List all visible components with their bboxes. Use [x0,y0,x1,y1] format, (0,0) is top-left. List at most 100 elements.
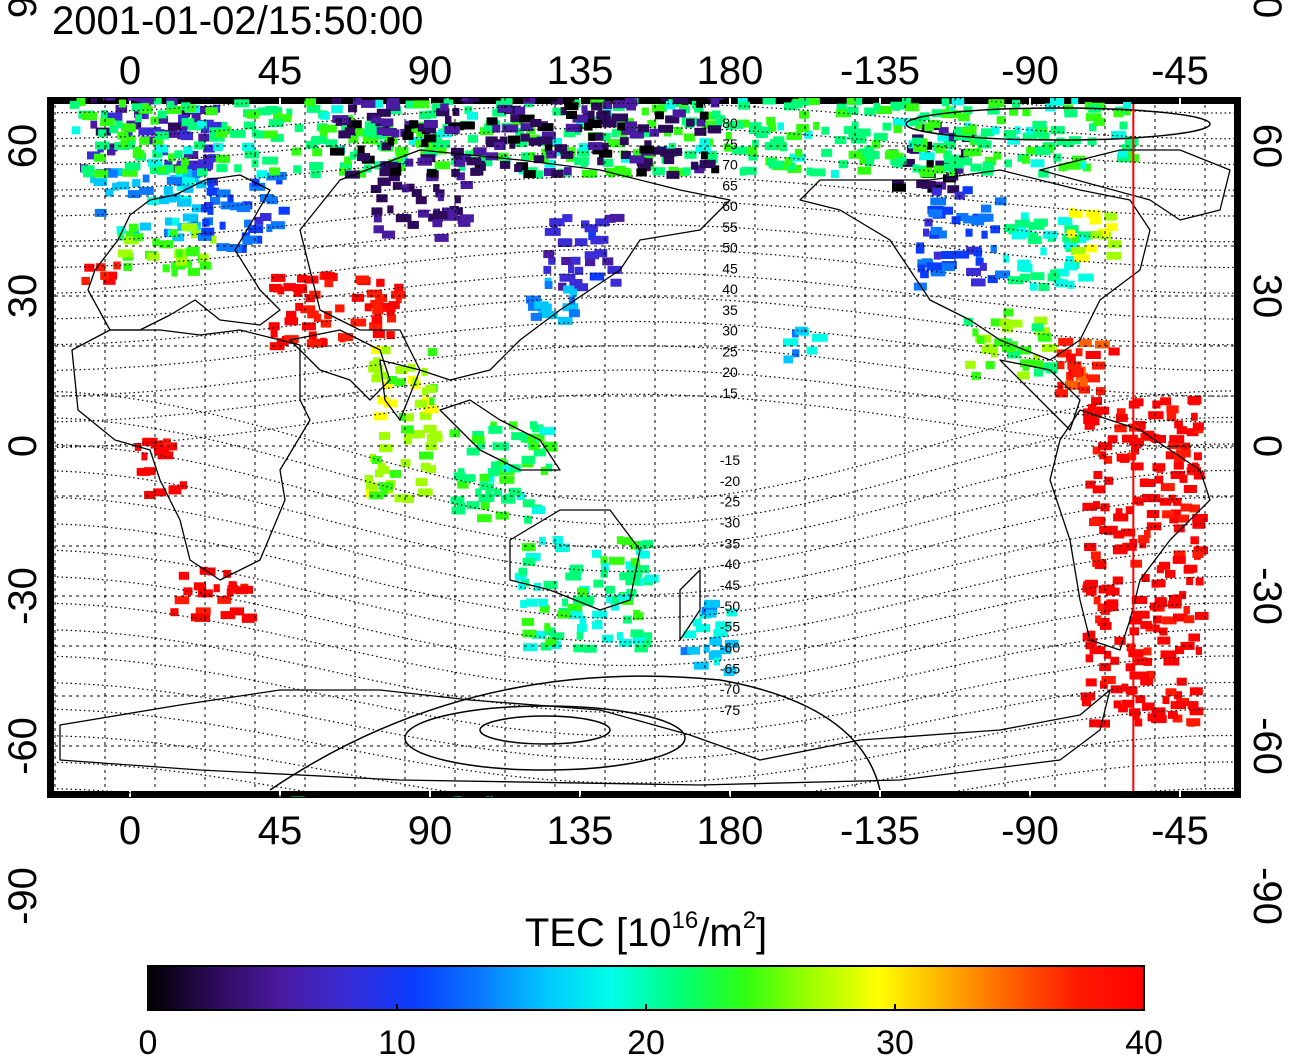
tec-cell [152,238,160,247]
tec-cell [1057,361,1065,370]
tec-cell [723,143,733,152]
tec-cell [376,66,391,74]
tec-cell [916,242,924,251]
tec-cell [858,878,864,886]
tec-cell [374,99,383,108]
tec-cell [386,376,397,384]
tec-cell [197,168,208,177]
tec-cell [90,98,97,104]
tec-cell [641,68,649,76]
tec-cell [441,207,457,216]
tec-cell [532,424,544,433]
tec-cell [854,874,867,882]
tec-cell [595,218,610,227]
tec-cell [557,869,564,877]
tec-cell [1175,646,1185,655]
tec-cell [412,430,425,439]
tec-cell [987,275,998,284]
tec-cell [101,271,118,280]
tec-cell [838,160,849,169]
tec-cell [338,130,351,139]
tec-cell [443,98,454,105]
tec-cell [614,81,622,89]
tec-cell [411,188,422,197]
tec-cell [707,155,718,164]
tec-cell [199,253,209,262]
tec-cell [493,488,503,497]
tec-cell [200,124,214,133]
tec-cell [617,122,627,131]
tec-cell [386,810,400,818]
tec-cell [146,89,161,97]
tec-cell [821,126,829,135]
tec-cell [269,342,285,351]
tec-cell [969,137,978,146]
tec-cell [466,878,475,886]
colorbar: TEC [1016/m2] 0 10 20 30 40 [139,907,1163,1062]
tec-cell [749,126,763,134]
tec-cell [1162,696,1170,705]
tec-cell [1088,123,1097,132]
tec-cell [495,511,509,520]
tec-cell [523,98,531,102]
tec-cell [996,116,1006,125]
tec-cell [531,631,547,639]
tec-cell [1075,235,1087,244]
tec-cell [210,235,217,244]
frame-tick [429,98,431,104]
tec-cell [1080,692,1096,701]
tec-cell [381,346,391,355]
tec-cell [128,141,135,149]
tec-cell [806,167,813,176]
tec-cell [962,53,978,61]
tec-cell [562,303,579,312]
tec-cell [983,166,993,175]
tec-cell [268,119,284,128]
tec-cell [1176,426,1187,435]
tec-cell [352,98,362,105]
tec-cell [924,218,933,227]
tec-cell [419,451,434,460]
colorbar-tick-label: 40 [1125,1024,1163,1057]
tec-cell [600,569,608,578]
tec-cell [514,106,526,115]
tec-cell [848,131,860,140]
tec-cell [543,250,555,259]
tec-cell [956,157,972,166]
tec-cell [1075,39,1089,47]
tec-cell [90,86,98,94]
tec-cell [339,334,346,343]
tec-cell [232,885,243,893]
lon-label-top: -45 [1151,49,1209,93]
tec-cell [373,357,381,366]
tec-cell [525,552,541,561]
tec-cell [938,67,944,75]
tec-cell [1038,132,1050,141]
lat-label-right: -30 [1245,567,1289,625]
tec-cell [246,110,259,119]
tec-cell [552,536,563,544]
tec-cell [876,106,892,114]
tec-cell [522,643,538,652]
tec-cell [1172,497,1182,506]
tec-cell [418,209,429,218]
tec-cell [1143,883,1155,891]
tec-cell [490,421,497,430]
tec-cell [1176,677,1187,686]
tec-cell [201,227,215,236]
tec-cell [1028,221,1045,230]
tec-cell [1113,530,1125,539]
tec-cell [994,338,1008,347]
tec-cell [1047,873,1063,881]
tec-cell [979,70,989,78]
tec-cell [266,224,273,233]
tec-cell [377,396,389,405]
tec-cell [176,182,184,191]
tec-cell [512,805,524,813]
tec-cell [307,310,319,319]
tec-cell [541,98,557,102]
tec-cell [985,48,997,56]
tec-cell [365,482,378,491]
tec-cell [1125,663,1136,672]
